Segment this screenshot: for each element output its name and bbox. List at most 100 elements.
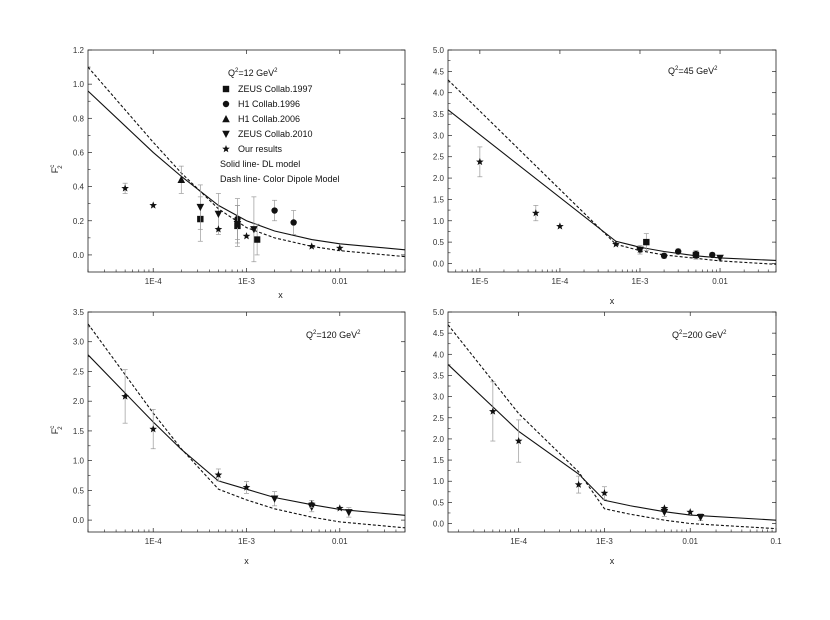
x-tick-label: 0.01 (712, 277, 728, 286)
y-tick-label: 4.5 (433, 67, 445, 76)
curves (448, 79, 776, 265)
data-point-star (600, 489, 609, 497)
x-tick-label: 0.01 (332, 277, 348, 286)
curves (88, 66, 405, 258)
data-point-triangle-down (270, 495, 279, 503)
data-point-triangle-up (177, 175, 186, 183)
data-point-star (476, 157, 484, 166)
data-point-star (121, 184, 129, 192)
y-tick-label: 5.0 (433, 308, 445, 317)
y-tick-label: 2.5 (433, 153, 445, 162)
y-tick-label: 1.5 (433, 195, 445, 204)
curves (448, 324, 776, 530)
y-tick-label: 0.0 (73, 516, 85, 525)
x-tick-label: 1E-4 (510, 537, 527, 546)
data-point-triangle-down (696, 513, 705, 522)
x-tick-label: 1E-4 (551, 277, 568, 286)
chart-panel-top-right: 0.0 0.5 1.0 1.5 2.0 2.5 3.0 3.5 4.0 4.5 5.0 1E-5 1E-… (433, 46, 777, 306)
x-axis-label: x (610, 296, 615, 306)
data-point-circle (692, 250, 700, 258)
x-tick-label: 0.01 (682, 537, 698, 546)
y-tick-label: 0.0 (433, 259, 445, 268)
legend-label: ZEUS Collab.2010 (238, 129, 313, 139)
data-point-star (121, 392, 129, 400)
data-points (121, 369, 353, 518)
data-point-circle (271, 207, 278, 214)
data-point-star (214, 470, 223, 479)
data-point-square (253, 236, 261, 243)
data-point-star (149, 201, 158, 209)
y-tick-label: 0.5 (73, 486, 85, 495)
data-point-star (307, 242, 316, 250)
y-tick-label: 2.0 (433, 174, 445, 183)
data-point-triangle-down (345, 509, 353, 517)
y-tick-label: 0.5 (433, 498, 445, 507)
q2-annotation: Q2=12 GeV2 (228, 68, 278, 78)
y-tick-label: 4.5 (433, 329, 445, 338)
data-point-star (660, 504, 669, 512)
legend-note: Dash line- Color Dipole Model (220, 174, 340, 184)
dashed-curve (88, 323, 405, 529)
y-tick-label: 1.5 (73, 427, 85, 436)
legend-marker-triangle-down (222, 130, 230, 138)
data-point-star (335, 244, 344, 252)
plot-frame (447, 49, 777, 273)
y-tick-label: 2.5 (73, 367, 85, 376)
q2-annotation: Q2=120 GeV2 (306, 330, 361, 340)
y-tick-label: 1.5 (433, 456, 445, 465)
y-tick-label: 1.0 (73, 457, 85, 466)
x-tick-label: 0.1 (770, 537, 782, 546)
chart-panel-bottom-left: 0.0 0.5 1.0 1.5 2.0 2.5 3.0 3.5 1E-4 1E-3 0.01 x Fc 2… (50, 308, 406, 566)
x-tick-label: 1E-3 (238, 277, 255, 286)
y-tick-label: 3.0 (433, 393, 445, 402)
y-tick-label: 1.0 (433, 477, 445, 486)
y-tick-label: 5.0 (433, 46, 445, 55)
y-tick-label: 3.0 (433, 131, 445, 140)
data-point-star (532, 209, 540, 217)
data-point-triangle-down (233, 220, 242, 229)
dashed-curve (448, 79, 776, 265)
legend: ZEUS Collab.1997 H1 Collab.1996 H1 Collab.… (220, 84, 340, 184)
x-tick-label: 1E-3 (632, 277, 649, 286)
data-point-star (636, 245, 644, 254)
x-axis-label: x (278, 290, 283, 300)
y-tick-label: 0.4 (73, 183, 85, 192)
y-tick-label: 4.0 (433, 89, 445, 98)
data-point-star (574, 480, 583, 488)
data-point-star (335, 504, 344, 512)
chart-panel-bottom-right: 0.0 0.5 1.0 1.5 2.0 2.5 3.0 3.5 4.0 4.5 5.0 1E-4 1E-… (433, 308, 782, 566)
y-tick-label: 3.5 (433, 110, 445, 119)
legend-label: Our results (238, 144, 283, 154)
solid-curve (448, 364, 776, 521)
data-point-star (149, 425, 158, 433)
solid-curve (448, 109, 776, 262)
data-points (121, 165, 344, 263)
y-tick-label: 1.2 (73, 46, 85, 55)
data-point-star (686, 508, 695, 516)
data-point-circle (660, 252, 668, 259)
curves (88, 323, 405, 529)
x-axis-label: x (610, 556, 615, 566)
q2-annotation: Q2=200 GeV2 (672, 330, 727, 340)
plot-frame (87, 311, 406, 533)
y-tick-label: 3.5 (73, 308, 85, 317)
x-tick-label: 1E-4 (145, 537, 162, 546)
y-tick-label: 0.8 (73, 114, 85, 123)
data-point-star (556, 222, 564, 230)
data-point-triangle-down (716, 254, 724, 262)
x-axis-label: x (244, 556, 249, 566)
legend-marker-triangle-up (222, 115, 230, 123)
legend-note: Solid line- DL model (220, 159, 300, 169)
dashed-curve (448, 324, 776, 530)
data-point-star (612, 240, 620, 248)
legend-label: H1 Collab.2006 (238, 114, 300, 124)
data-point-star (214, 225, 223, 233)
y-tick-label: 0.2 (73, 217, 85, 226)
x-tick-label: 0.01 (332, 537, 348, 546)
data-points (489, 381, 705, 522)
data-point-circle (674, 248, 682, 255)
y-tick-label: 2.0 (433, 435, 445, 444)
chart-panel-top-left: 0.0 0.2 0.4 0.6 0.8 1.0 1.2 1E-4 1E-3 0.01 x Fc 2 Q2=… (50, 46, 406, 300)
solid-curve (88, 90, 405, 251)
